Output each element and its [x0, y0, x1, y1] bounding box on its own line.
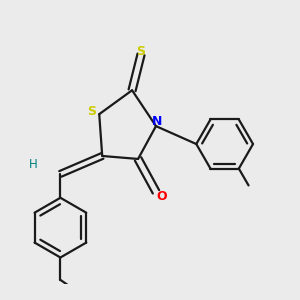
Text: S: S — [136, 45, 146, 58]
Text: N: N — [152, 115, 163, 128]
Text: H: H — [29, 158, 38, 171]
Text: O: O — [157, 190, 167, 203]
Text: S: S — [87, 105, 96, 118]
